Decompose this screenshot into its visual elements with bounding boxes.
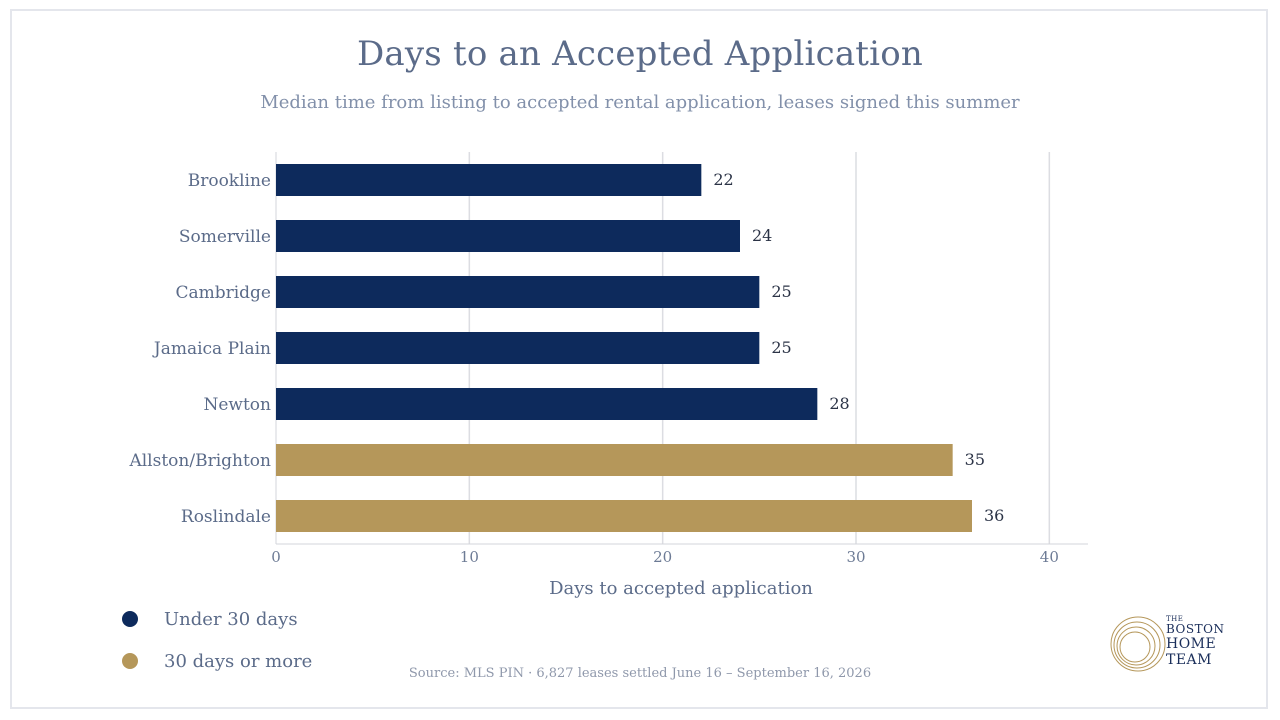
legend-label: 30 days or more: [164, 650, 313, 672]
bar: [276, 500, 972, 532]
source-note: Source: MLS PIN · 6,827 leases settled J…: [408, 666, 872, 681]
chart-frame: [10, 9, 1268, 709]
legend: Under 30 days 30 days or more: [122, 598, 312, 682]
legend-label: Under 30 days: [164, 608, 298, 630]
bar: [276, 444, 953, 476]
legend-marker: [122, 611, 138, 627]
y-category-label: Jamaica Plain: [152, 339, 271, 359]
x-tick-label: 0: [271, 548, 281, 566]
x-tick-label: 40: [1040, 548, 1059, 566]
x-axis-label: Days to accepted application: [549, 578, 813, 599]
chart-title: Days to an Accepted Application: [356, 34, 924, 74]
legend-item-under-30: Under 30 days: [122, 598, 312, 640]
logo-line: HOME: [1166, 636, 1217, 652]
x-tick-label: 10: [460, 548, 479, 566]
logo-line: THE: [1166, 615, 1184, 623]
legend-item-30-plus: 30 days or more: [122, 640, 312, 682]
y-category-label: Allston/Brighton: [128, 451, 271, 471]
bar: [276, 388, 818, 420]
logo-line: BOSTON: [1166, 622, 1225, 636]
bar: [276, 276, 760, 308]
logo-rings-icon: [1110, 616, 1166, 672]
bar: [276, 220, 740, 252]
chart-subtitle: Median time from listing to accepted ren…: [260, 92, 1020, 113]
bar-value-label: 22: [713, 170, 733, 189]
y-category-label: Brookline: [188, 171, 271, 191]
y-category-label: Newton: [203, 395, 271, 415]
logo-line: TEAM: [1166, 652, 1213, 668]
bar-value-label: 36: [984, 506, 1004, 525]
bar: [276, 332, 760, 364]
legend-marker: [122, 653, 138, 669]
y-category-label: Somerville: [179, 227, 271, 247]
logo-ring: [1119, 631, 1151, 663]
bar-value-label: 35: [965, 450, 985, 469]
bar-value-label: 28: [829, 394, 849, 413]
logo-ring: [1113, 621, 1161, 669]
logo-ring: [1110, 616, 1166, 672]
bar-value-label: 25: [771, 338, 791, 357]
x-tick-label: 30: [846, 548, 865, 566]
bar-value-label: 24: [752, 226, 772, 245]
brand-logo: THE BOSTON HOME TEAM: [1108, 614, 1228, 674]
y-category-label: Roslindale: [181, 507, 271, 527]
bar-value-label: 25: [771, 282, 791, 301]
x-tick-label: 20: [653, 548, 672, 566]
logo-wordmark: THE BOSTON HOME TEAM: [1166, 615, 1225, 669]
y-category-label: Cambridge: [175, 283, 271, 303]
bar: [276, 164, 702, 196]
logo-ring: [1116, 626, 1156, 666]
